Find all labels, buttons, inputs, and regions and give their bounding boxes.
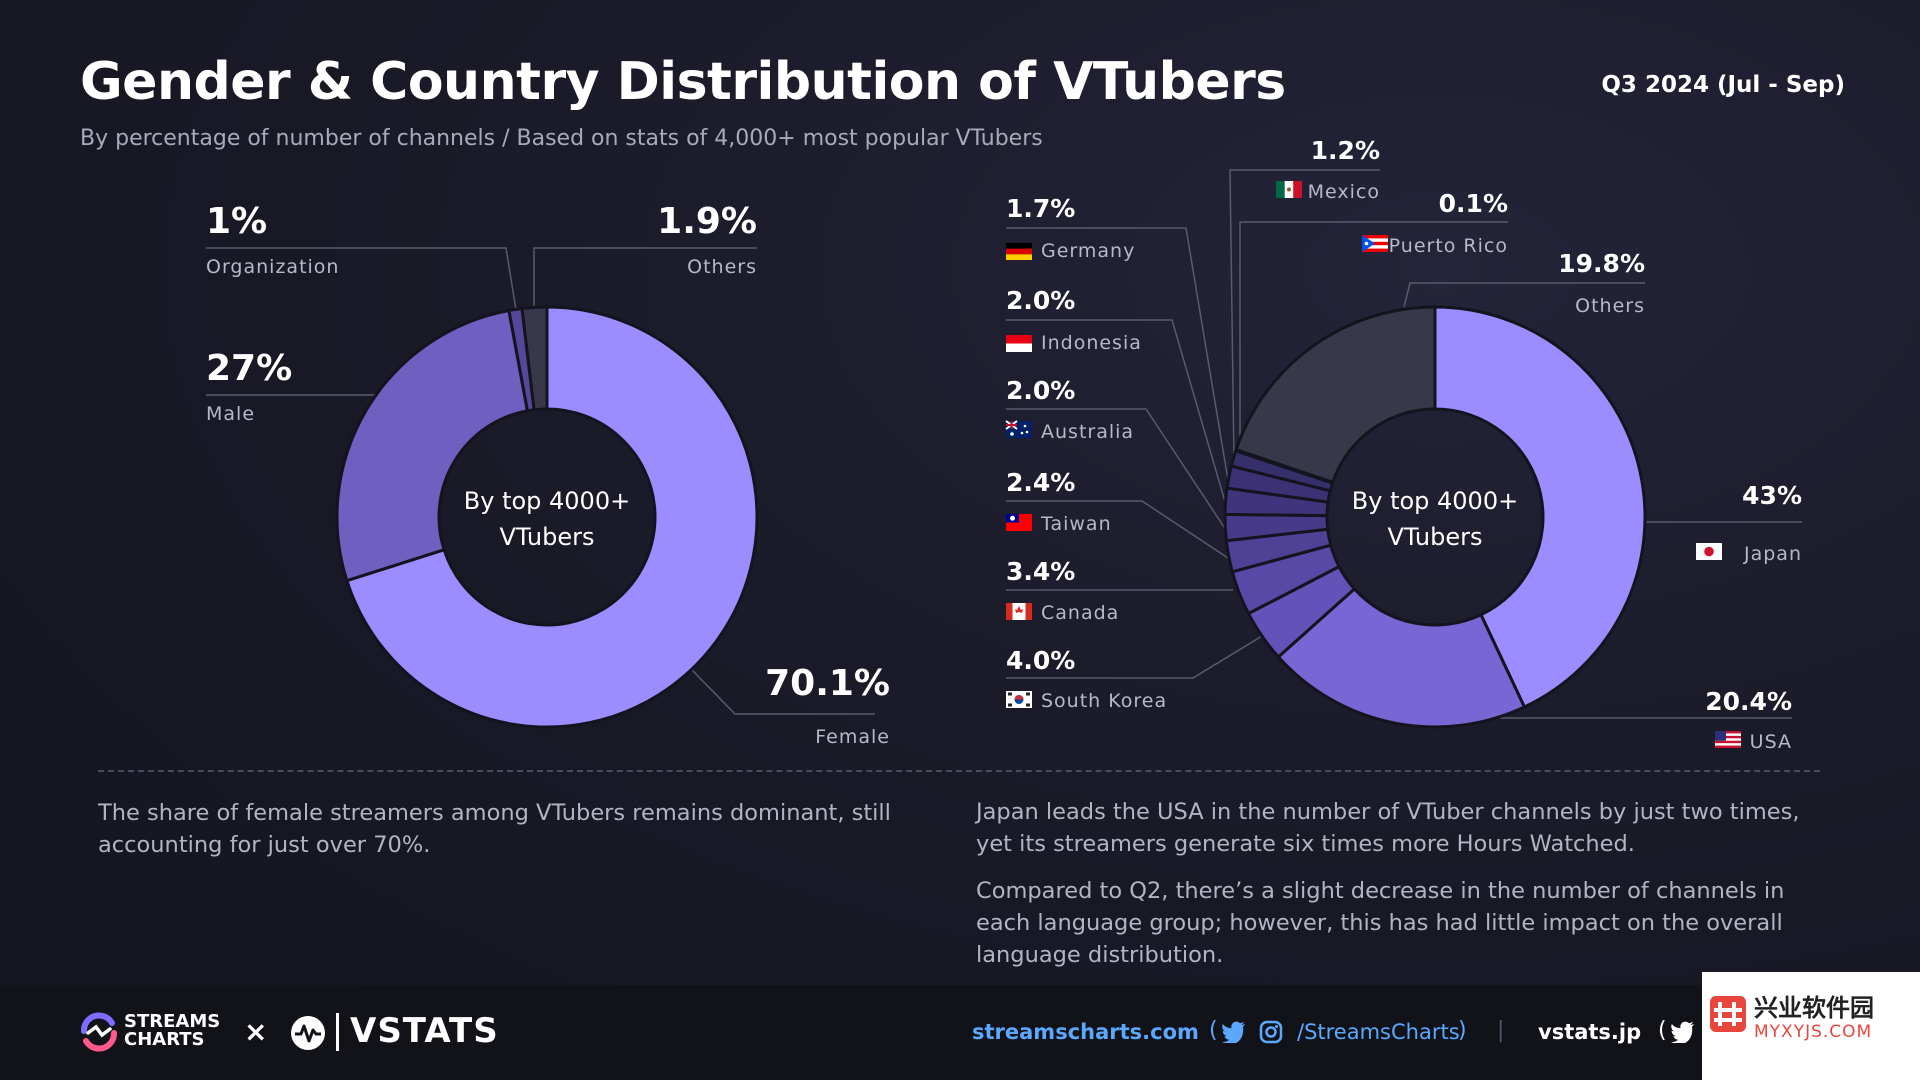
country-value-taiwan: 2.4% (1006, 468, 1075, 497)
country-center-text-1: By top 4000+ (1352, 487, 1518, 515)
vstats-link[interactable]: vstats.jp (1538, 1020, 1642, 1044)
taiwan-flag (1006, 514, 1032, 531)
period-label: Q3 2024 (Jul - Sep) (1601, 72, 1845, 98)
country-value-south-korea: 4.0% (1006, 646, 1075, 675)
country-label-canada: Canada (1041, 602, 1119, 624)
gender-value-male: 27% (206, 348, 292, 389)
mexico-flag (1276, 181, 1302, 198)
gender-slice-others (520, 305, 549, 412)
country-label-australia: Australia (1041, 421, 1134, 443)
country-value-canada: 3.4% (1006, 557, 1075, 586)
page-subtitle: By percentage of number of channels / Ba… (80, 126, 1043, 151)
paren-close: ) (1458, 1018, 1467, 1043)
indonesia-flag (1006, 335, 1032, 352)
watermark-text-en: MYXYJS.COM (1754, 1022, 1873, 1042)
country-label-germany: Germany (1041, 240, 1135, 262)
japan-flag (1696, 543, 1722, 560)
usa-flag (1715, 731, 1741, 748)
country-note-2: Compared to Q2, there’s a slight decreas… (976, 878, 1785, 968)
country-leader-mexico (1229, 169, 1380, 463)
footer: STREAMS CHARTS × VSTATS streamscharts.co… (0, 985, 1920, 1080)
canada-flag (1006, 603, 1032, 620)
instagram-icon[interactable] (1259, 1020, 1283, 1044)
country-center-text-2: VTubers (1387, 523, 1482, 551)
puerto-rico-flag (1362, 235, 1388, 252)
country-value-others: 19.8% (1558, 249, 1645, 278)
section-divider (98, 770, 1820, 772)
social-handle-link[interactable]: /StreamsCharts (1297, 1020, 1460, 1044)
country-slice-usa (1276, 586, 1527, 729)
gender-slice-female (344, 305, 759, 729)
country-slice-others (1234, 305, 1437, 485)
page-title: Gender & Country Distribution of VTubers (80, 52, 1286, 112)
country-leader-taiwan (1006, 500, 1229, 559)
country-value-indonesia: 2.0% (1006, 286, 1075, 315)
country-leader-germany (1006, 227, 1229, 481)
paren-open-2: ( (1658, 1018, 1667, 1043)
vstats-logo-divider (336, 1013, 339, 1051)
twitter-icon[interactable] (1222, 1021, 1246, 1043)
leader-lines (206, 169, 1802, 719)
country-leader-indonesia (1006, 319, 1227, 506)
country-label-puerto-rico: Puerto Rico (1389, 235, 1508, 257)
country-value-germany: 1.7% (1006, 194, 1075, 223)
germany-flag (1006, 243, 1032, 260)
gender-label-male: Male (206, 403, 255, 425)
streamscharts-link[interactable]: streamscharts.com (972, 1020, 1199, 1044)
gender-value-female: 70.1% (765, 663, 890, 704)
gender-label-female: Female (815, 726, 890, 748)
country-label-indonesia: Indonesia (1041, 332, 1142, 354)
watermark-text-cn: 兴业软件园 (1754, 994, 1874, 1022)
footer-separator: | (1497, 1018, 1505, 1043)
gender-label-organization: Organization (206, 256, 339, 278)
country-value-puerto-rico: 0.1% (1439, 189, 1508, 218)
country-leader-australia (1006, 408, 1227, 531)
streamscharts-logo-line2: CHARTS (124, 1029, 205, 1050)
times-symbol: × (244, 1015, 268, 1048)
country-value-australia: 2.0% (1006, 376, 1075, 405)
paren-open: ( (1209, 1018, 1218, 1043)
gender-donut-chart: By top 4000+ VTubers (335, 305, 759, 729)
gender-center-text-1: By top 4000+ (464, 487, 630, 515)
slice-labels: 70.1% Female 27% Male 1% Organization 1.9% Othe… (206, 136, 1802, 753)
gender-leader-organization (206, 247, 517, 311)
twitter-icon-2[interactable] (1671, 1021, 1695, 1043)
country-leader-others (1403, 282, 1645, 308)
south-korea-flag (1006, 691, 1032, 708)
watermark-badge: 兴业软件园 MYXYJS.COM (1702, 972, 1920, 1080)
country-label-others: Others (1575, 295, 1645, 317)
gender-leader-female (691, 669, 875, 715)
country-note-1: Japan leads the USA in the number of VTu… (976, 799, 1800, 857)
country-label-mexico: Mexico (1308, 181, 1380, 203)
country-label-usa: USA (1750, 731, 1792, 753)
country-leader-puerto-rico (1239, 221, 1508, 455)
country-leader-south-korea (1006, 635, 1263, 679)
country-slice-japan (1433, 305, 1647, 710)
country-label-taiwan: Taiwan (1040, 513, 1112, 535)
gender-value-others: 1.9% (657, 201, 757, 242)
country-label-south-korea: South Korea (1041, 690, 1167, 712)
vstats-logo-text: VSTATS (350, 1011, 499, 1051)
gender-center-text-2: VTubers (499, 523, 594, 551)
country-value-usa: 20.4% (1705, 687, 1792, 716)
country-label-japan: Japan (1743, 543, 1802, 565)
vstats-logo-icon (291, 1016, 325, 1050)
watermark-logo-icon (1710, 996, 1746, 1032)
gender-leader-others (533, 247, 757, 310)
country-value-japan: 43% (1742, 481, 1802, 510)
streamscharts-logo-icon (81, 1012, 117, 1052)
country-donut-chart: By top 4000+ VTubers (1223, 305, 1647, 729)
gender-value-organization: 1% (206, 201, 267, 242)
gender-note: The share of female streamers among VTub… (98, 800, 891, 858)
country-value-mexico: 1.2% (1311, 136, 1380, 165)
streamscharts-logo-line1: STREAMS (124, 1011, 221, 1032)
gender-label-others: Others (687, 256, 757, 278)
australia-flag (1005, 420, 1032, 438)
gender-slice-male (335, 308, 530, 583)
